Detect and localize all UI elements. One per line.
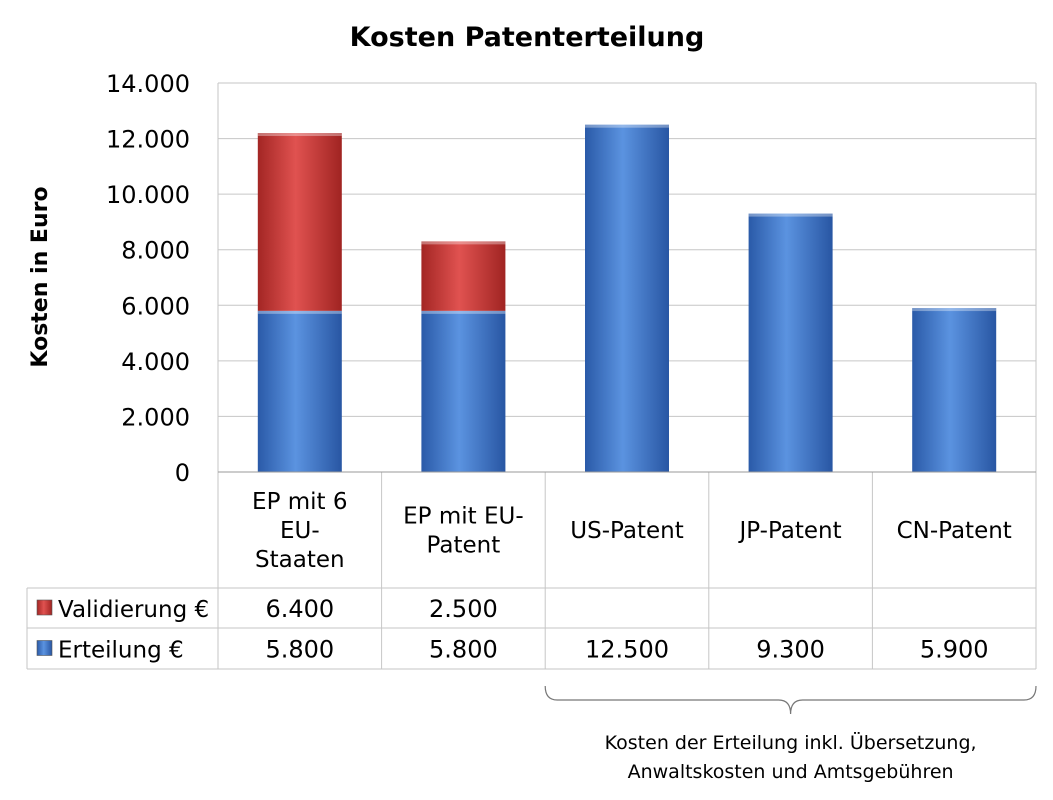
annotation-text: Anwaltskosten und Amtsgebühren: [628, 761, 954, 783]
bar-highlight: [257, 310, 342, 314]
y-tick-label: 2.000: [121, 403, 190, 431]
y-tick-label: 12.000: [106, 126, 190, 154]
bar-erteilung: [748, 213, 833, 473]
y-tick-label: 0: [175, 459, 190, 487]
bar-highlight: [421, 310, 506, 314]
annotation: Kosten der Erteilung inkl. Übersetzung, A…: [544, 685, 1037, 783]
bar-group: [585, 124, 669, 472]
y-tick-label: 10.000: [106, 181, 190, 209]
legend-label: Erteilung €: [58, 638, 184, 664]
y-axis-label: Kosten in Euro: [28, 186, 53, 367]
bar-group: [421, 310, 506, 472]
legend-swatch-validierung: [36, 599, 53, 616]
bar-highlight: [912, 308, 997, 312]
bars: [257, 124, 997, 473]
chart-title: Kosten Patenterteilung: [350, 22, 705, 53]
bar-erteilung: [912, 308, 997, 472]
bar-group: [257, 133, 342, 311]
bar-erteilung: [257, 310, 342, 472]
data-label: 5.800: [265, 636, 334, 664]
data-label: 12.500: [585, 636, 669, 664]
bar-highlight: [748, 213, 833, 217]
data-table: EP mit 6 EU- Staaten EP mit EU- Patent US-Pat…: [26, 83, 1037, 670]
category-label: Patent: [427, 533, 501, 559]
data-label: 9.300: [756, 636, 825, 664]
brace: [544, 685, 1037, 715]
category-label: EU-: [280, 518, 320, 544]
category-label: Staaten: [255, 547, 345, 573]
bar-group: [257, 310, 342, 472]
bar-erteilung: [585, 124, 669, 472]
data-label: 2.500: [429, 595, 498, 623]
data-label: 5.800: [429, 636, 498, 664]
y-tick-label: 4.000: [121, 348, 190, 376]
bar-group: [912, 308, 997, 472]
y-tick-label: 6.000: [121, 292, 190, 320]
annotation-text: Kosten der Erteilung inkl. Übersetzung,: [605, 731, 977, 754]
bar-validierung: [421, 241, 506, 311]
legend-swatch-erteilung: [36, 640, 53, 656]
category-label: EP mit 6: [252, 489, 347, 515]
category-label: US-Patent: [570, 518, 683, 544]
bar-highlight: [421, 241, 506, 245]
bar-erteilung: [421, 310, 506, 472]
data-label: 5.900: [920, 636, 989, 664]
category-label: JP-Patent: [738, 518, 842, 544]
y-tick-label: 8.000: [121, 237, 190, 265]
bar-highlight: [585, 124, 669, 128]
bar-group: [421, 241, 506, 311]
bar-validierung: [257, 133, 342, 311]
legend-label: Validierung €: [58, 597, 209, 623]
category-label: EP mit EU-: [403, 504, 524, 530]
bar-group: [748, 213, 833, 473]
y-axis-ticks: 0 2.000 4.000 6.000 8.000 10.000 12.000 14.000: [106, 70, 190, 487]
y-tick-label: 14.000: [106, 70, 190, 98]
data-label: 6.400: [265, 595, 334, 623]
category-label: CN-Patent: [897, 518, 1012, 544]
bar-highlight: [257, 133, 342, 137]
